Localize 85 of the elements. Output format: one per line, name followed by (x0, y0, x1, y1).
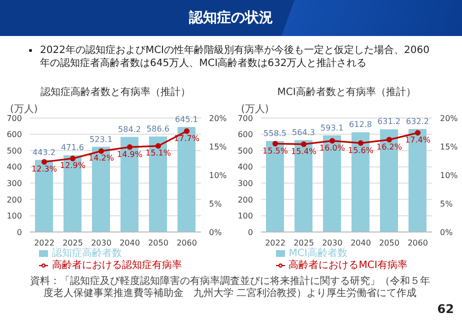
text: 資料：「認知症及び軽度認知障害の有病率調査並びに将来推計に関する研究」（令和５年度老人保健事業推進費等補助金 九州大学 二宮利治教授）より厚生労働省にて作成 (30, 276, 430, 300)
x-tick-label: 2022 (34, 238, 54, 248)
x-tick-label: 2050 (379, 238, 400, 248)
data-label: 17.4% (405, 136, 431, 144)
data-label: 15.5% (262, 146, 288, 156)
y-tick-label: 600 (238, 130, 253, 140)
y2-tick-label: 20% (440, 114, 458, 123)
point (358, 140, 364, 146)
y2-tick-label: 5% (440, 199, 454, 208)
point (98, 148, 104, 154)
chart-title: MCI高齢者数と有病率（推計） (276, 86, 417, 100)
data-label: 631.2 (378, 117, 400, 126)
y-tick-label: 300 (6, 178, 22, 188)
data-label: 593.1 (320, 123, 344, 132)
y2-tick-label: 15% (209, 142, 228, 152)
data-label: 471.6 (61, 143, 84, 152)
point (155, 143, 162, 149)
x-tick-label: 2040 (350, 238, 371, 248)
data-label: 564.3 (292, 128, 315, 138)
point (41, 159, 48, 165)
data-label: 15.1% (146, 148, 172, 158)
y2-tick-label: 10% (209, 170, 228, 180)
chart-title: 認知症高齢者数と有病率（推計） (40, 86, 192, 100)
x-tick-label: 2025 (294, 238, 314, 248)
text: 2022年の認知症およびMCIの性年齢階級別有病率が今後も一定と仮定した場合、2060年の認知症者高齢者数は645万人、MCI高齢者数は632万人と推計される (40, 44, 430, 70)
y-tick-label: 700 (238, 114, 253, 123)
data-label: 584.2 (118, 124, 141, 134)
point (386, 136, 392, 142)
data-label: 15.6% (348, 146, 374, 155)
y-tick-label: 0 (248, 228, 253, 237)
y-tick-label: 100 (238, 212, 253, 221)
point (126, 144, 133, 150)
x-tick-label: 2060 (176, 238, 197, 248)
point (300, 141, 307, 148)
legend-label: MCI高齢者数 (288, 248, 348, 259)
y-tick-label: 200 (6, 195, 22, 204)
data-label: 12.3% (32, 164, 58, 174)
data-label: 12.9% (60, 161, 86, 170)
data-label: 14.9% (117, 150, 143, 159)
y-tick-label: 700 (6, 114, 22, 123)
y-tick-label: 100 (6, 212, 22, 221)
point (272, 140, 278, 146)
legend-label: 高齢者におけるMCI有病率 (288, 260, 408, 271)
legend-label: 高齢者における認知症有病率 (52, 260, 182, 271)
data-label: 612.8 (349, 120, 372, 130)
data-label: 632.2 (406, 117, 429, 126)
y2-tick-label: 5% (209, 199, 222, 208)
data-label: 523.1 (90, 134, 112, 144)
y2-tick-label: 15% (440, 142, 458, 152)
x-tick-label: 2022 (265, 238, 286, 248)
data-label: 443.2 (32, 148, 56, 157)
y-tick-label: 200 (238, 195, 253, 204)
data-label: 15.4% (291, 146, 317, 156)
y-axis-title: (万人) (241, 103, 269, 115)
data-label: 586.6 (146, 124, 170, 134)
y-tick-label: 400 (6, 162, 22, 172)
data-label: 558.5 (264, 129, 286, 138)
x-tick-label: 2040 (120, 238, 140, 248)
x-tick-label: 2030 (91, 238, 112, 248)
data-label: 16.2% (376, 142, 402, 152)
point (329, 138, 336, 144)
y-tick-label: 600 (6, 130, 22, 140)
x-tick-label: 2060 (408, 238, 428, 248)
x-tick-label: 2025 (62, 238, 83, 248)
y-tick-label: 0 (16, 228, 22, 237)
data-label: 16.0% (320, 143, 346, 152)
y-tick-label: 500 (6, 146, 22, 156)
legend-label: 認知症高齢者数 (52, 248, 122, 259)
y-tick-label: 400 (238, 162, 253, 172)
data-label: 645.1 (175, 114, 198, 124)
y2-tick-label: 10% (440, 170, 458, 180)
data-label: 17.7% (174, 134, 200, 143)
y2-tick-label: 0% (209, 228, 222, 237)
point (414, 130, 421, 136)
y2-tick-label: 0% (440, 228, 454, 237)
y-axis-title: (万人) (10, 103, 38, 115)
point (70, 156, 76, 162)
data-label: 14.2% (88, 154, 114, 163)
y2-tick-label: 20% (209, 114, 228, 123)
y-tick-label: 300 (238, 178, 253, 188)
x-tick-label: 2050 (148, 238, 168, 248)
point (184, 128, 190, 134)
x-tick-label: 2030 (322, 238, 342, 248)
text: 62 (437, 302, 454, 316)
y-tick-label: 500 (238, 146, 253, 156)
